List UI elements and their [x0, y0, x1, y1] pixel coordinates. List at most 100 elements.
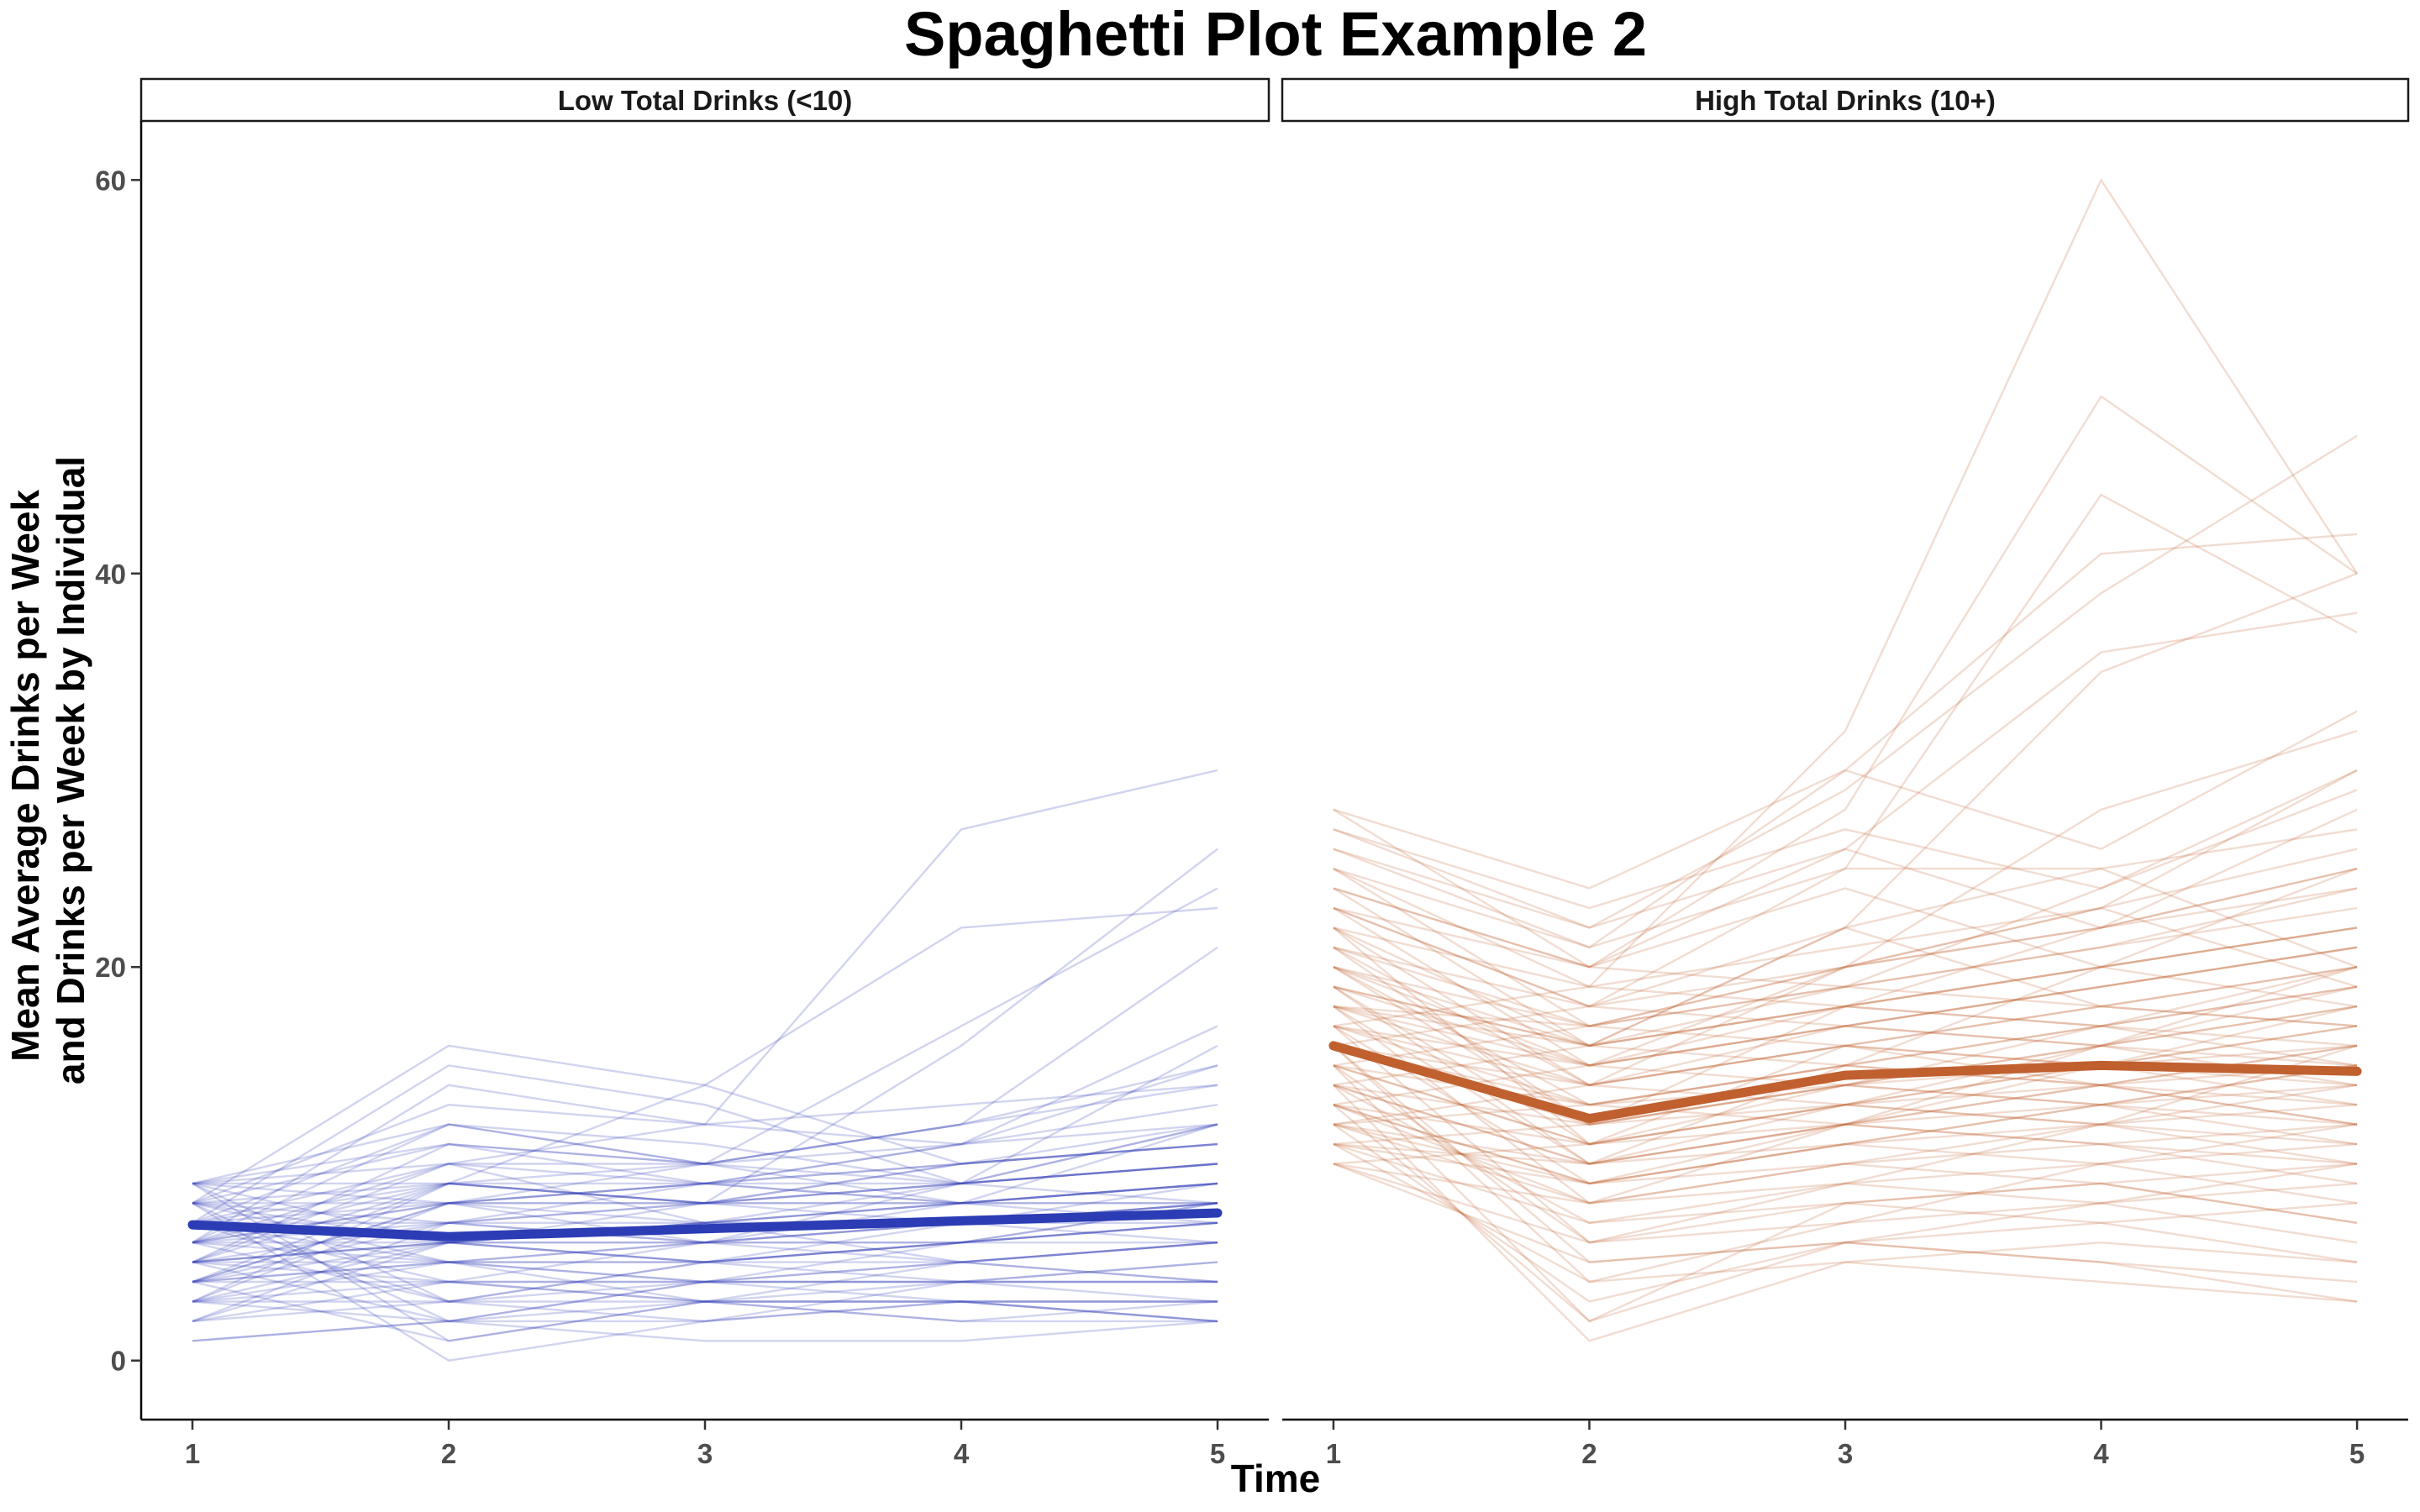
- individual-line-high-52: [1333, 1104, 2358, 1205]
- individual-line-low-7: [192, 1280, 1218, 1323]
- facet-strip-high: [1281, 77, 2410, 123]
- mean-line-high: [1328, 1041, 2362, 1124]
- individual-line-low-65: [192, 1123, 1218, 1224]
- individual-line-high-10: [1333, 1005, 2358, 1106]
- facet-strip-label-low: Low Total Drinks (<10): [558, 85, 853, 116]
- individual-line-low-58: [192, 1300, 1218, 1342]
- individual-line-low-47: [192, 1261, 1218, 1323]
- individual-line-low-43: [192, 1182, 1218, 1303]
- individual-line-low-49: [192, 1123, 1218, 1303]
- individual-line-low-6: [192, 1241, 1218, 1303]
- individual-line-high-23: [1333, 1084, 2358, 1342]
- x-tick-label: 5: [1210, 1438, 1225, 1469]
- y-tick-label: 40: [95, 559, 126, 590]
- individual-line-high-15: [1333, 1104, 2358, 1205]
- individual-line-high-1: [1333, 769, 2358, 910]
- individual-line-high-13: [1333, 1064, 2358, 1165]
- individual-line-low-44: [192, 1202, 1218, 1323]
- individual-line-high-71: [1333, 985, 2358, 1106]
- individual-line-high-21: [1333, 1123, 2358, 1303]
- individual-line-low-11: [192, 1221, 1218, 1284]
- x-ticks-low: 1 2 3 4 5: [185, 1420, 1225, 1469]
- individual-line-high-20: [1333, 1143, 2358, 1284]
- y-axis-title-line-1: Mean Average Drinks per Week: [3, 490, 47, 1062]
- individual-line-high-54: [1333, 1064, 2358, 1244]
- individual-line-low-16: [192, 1261, 1218, 1323]
- individual-line-low-3: [192, 1084, 1218, 1244]
- mean-line-path-high: [1328, 1041, 2362, 1124]
- individual-line-low-2: [192, 1064, 1218, 1224]
- facet-strip-label-high: High Total Drinks (10+): [1695, 85, 1996, 116]
- individual-line-high-69: [1333, 1025, 2358, 1146]
- individual-line-low-57: [192, 1163, 1218, 1323]
- individual-line-low-21: [192, 1142, 1218, 1263]
- individual-line-high-45: [1333, 828, 2358, 1047]
- individual-line-low-20: [192, 1142, 1218, 1244]
- individual-line-high-16: [1333, 1123, 2358, 1224]
- individual-line-high-36: [1333, 434, 2358, 929]
- individual-line-high-9: [1333, 985, 2358, 1086]
- individual-line-high-29: [1333, 808, 2358, 1126]
- individual-line-high-35: [1333, 533, 2358, 949]
- chart-title: Spaghetti Plot Example 2: [904, 0, 1647, 69]
- individual-line-low-28: [192, 906, 1218, 1244]
- individual-line-high-11: [1333, 1025, 2358, 1126]
- individual-line-low-13: [192, 1142, 1218, 1263]
- individual-line-low-8: [192, 1300, 1218, 1342]
- individual-line-high-74: [1333, 927, 2358, 1047]
- individual-line-low-36: [192, 1280, 1218, 1342]
- individual-line-high-22: [1333, 1104, 2358, 1323]
- individual-line-high-62: [1333, 906, 2358, 1067]
- individual-line-high-82: [1333, 966, 2358, 1087]
- individual-line-low-37: [192, 1242, 1218, 1323]
- individual-line-high-56: [1333, 1025, 2358, 1185]
- individual-line-high-18: [1333, 1163, 2358, 1263]
- individual-line-high-76: [1333, 1084, 2358, 1205]
- individual-line-low-10: [192, 1202, 1218, 1362]
- individual-line-high-63: [1333, 887, 2358, 1047]
- individual-line-high-7: [1333, 769, 2358, 1027]
- x-tick-label: 3: [697, 1438, 713, 1469]
- individual-line-high-60: [1333, 946, 2358, 1126]
- individual-line-high-50: [1333, 1104, 2358, 1165]
- individual-line-high-6: [1333, 927, 2358, 1146]
- individual-line-low-0: [192, 1123, 1218, 1205]
- individual-line-high-4: [1333, 887, 2358, 1008]
- individual-line-low-25: [192, 1182, 1218, 1263]
- mean-line-low: [187, 1208, 1223, 1242]
- individual-line-high-19: [1333, 1163, 2358, 1284]
- x-axis-title: Time: [1231, 1457, 1321, 1500]
- individual-line-high-33: [1333, 395, 2358, 969]
- individual-line-high-44: [1333, 789, 2358, 1027]
- x-tick-label: 2: [1581, 1438, 1597, 1469]
- individual-line-high-73: [1333, 946, 2358, 1067]
- x-tick-label: 5: [2349, 1438, 2365, 1469]
- facet-low-total-drinks: Low Total Drinks (<10) 1 2 3 4 5 0 20 40 60: [95, 77, 1270, 1469]
- x-tick-label: 4: [954, 1438, 970, 1469]
- individual-line-high-24: [1333, 1064, 2358, 1323]
- y-ticks: 0 20 40 60: [95, 165, 141, 1377]
- y-tick-label: 20: [95, 952, 126, 983]
- individual-line-low-18: [192, 1084, 1218, 1205]
- x-tick-label: 2: [441, 1438, 456, 1469]
- individual-line-high-31: [1333, 572, 2358, 1047]
- individual-line-low-35: [192, 1261, 1218, 1342]
- y-tick-label: 0: [111, 1346, 126, 1377]
- individual-line-high-41: [1333, 906, 2358, 1067]
- individual-line-high-77: [1333, 1064, 2358, 1185]
- individual-line-low-32: [192, 1044, 1218, 1263]
- individual-line-low-4: [192, 1163, 1218, 1263]
- individual-line-high-59: [1333, 966, 2358, 1106]
- individual-line-low-1: [192, 1044, 1218, 1205]
- individual-line-low-31: [192, 946, 1218, 1185]
- x-tick-label: 1: [185, 1438, 200, 1469]
- individual-line-low-33: [192, 1221, 1218, 1303]
- individual-line-high-34: [1333, 177, 2359, 989]
- individual-line-high-27: [1333, 966, 2358, 1205]
- individual-line-low-29: [192, 848, 1218, 1263]
- individual-line-high-17: [1333, 1142, 2358, 1244]
- individual-line-high-43: [1333, 848, 2358, 1027]
- individual-line-high-28: [1333, 867, 2358, 1165]
- individual-line-low-45: [192, 1123, 1218, 1224]
- individual-line-high-37: [1333, 612, 2358, 969]
